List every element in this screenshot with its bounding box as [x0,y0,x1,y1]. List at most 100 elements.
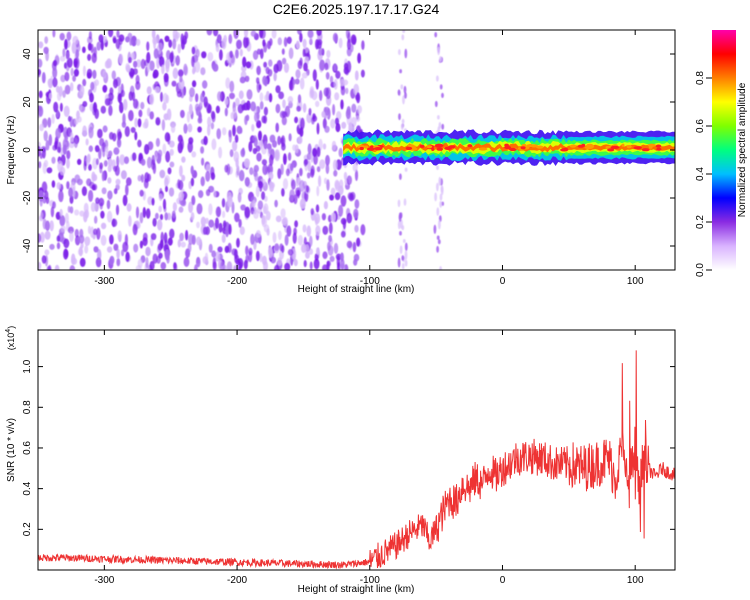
colorbar-gradient [712,30,736,270]
heatmap-cell [98,197,105,207]
heatmap-cell [64,249,69,258]
heatmap-cell [626,145,632,149]
heatmap-cell [251,124,255,132]
heatmap-cell [319,59,325,71]
heatmap-cell [189,87,195,98]
heatmap-cell [288,47,294,60]
heatmap-cell [169,140,175,148]
heatmap-cell [172,38,177,50]
heatmap-cell [436,245,439,253]
heatmap-cell [314,253,319,261]
heatmap-cell [74,228,79,238]
heatmap-cell [42,147,46,159]
heatmap-cell [335,122,341,133]
heatmap-cell [94,145,100,153]
heatmap-cell [149,60,155,71]
heatmap-cell [330,212,336,223]
heatmap-cell [357,145,366,149]
heatmap-cell [434,100,438,108]
heatmap-cell [121,249,125,257]
heatmap-cell [213,30,219,37]
heatmap-cell [262,164,268,176]
heatmap-cell [79,228,84,238]
heatmap-cell [69,265,76,270]
heatmap-cell [246,89,253,100]
heatmap-cell [310,165,315,176]
heatmap-cell [205,170,211,182]
heatmap-cell [154,150,158,161]
heatmap-cell [299,167,303,177]
heatmap-cell [283,153,287,166]
heatmap-cell [353,83,360,95]
heatmap-cell [205,217,209,224]
heatmap-cell [232,140,238,152]
heatmap-cell [87,53,92,61]
heatmap-cell [403,198,407,206]
heatmap-cell [120,170,127,180]
heatmap-cell [641,148,650,152]
heatmap-cell [526,144,532,148]
heatmap-cell [106,246,113,253]
heatmap-cell [126,203,132,212]
heatmap-cell [246,37,250,47]
heatmap-cell [195,48,200,58]
snr-series-line [38,350,675,570]
heatmap-cell [316,30,322,36]
heatmap-y-tick-label: -20 [22,190,33,205]
heatmap-cell [256,120,262,129]
heatmap-cell [448,145,456,149]
heatmap-cell [78,103,83,112]
heatmap-cell [219,49,223,61]
heatmap-cell [102,70,107,79]
heatmap-x-tick-label: -300 [94,276,114,287]
heatmap-cell [336,255,341,268]
heatmap-cell [56,235,61,242]
heatmap-cell [354,169,359,182]
heatmap-cell [111,218,116,228]
heatmap-cell [329,255,335,262]
heatmap-cell [104,98,111,106]
heatmap-cell [140,158,146,166]
heatmap-cell [151,30,156,39]
heatmap-cell [440,185,444,196]
heatmap-cell [273,72,277,82]
heatmap-cell [289,189,295,201]
heatmap-cell [400,219,403,229]
heatmap-cell [324,62,329,71]
heatmap-cell [158,205,162,213]
heatmap-cell [316,122,320,135]
heatmap-cell [66,150,71,160]
heatmap-cell [125,36,130,43]
heatmap-cell [235,49,239,59]
heatmap-cell [239,226,245,236]
heatmap-cell [205,164,211,173]
heatmap-cell [177,43,181,54]
heatmap-cell [142,207,146,218]
heatmap-cell [328,235,332,243]
heatmap-cell [196,221,200,229]
heatmap-cell [277,135,281,146]
heatmap-cell [181,174,186,182]
heatmap-cell [403,85,407,94]
heatmap-cell [255,145,261,152]
heatmap-cell [366,147,375,151]
heatmap-cell [215,206,222,218]
heatmap-cell [72,186,75,199]
heatmap-cell [210,122,215,130]
heatmap-cell [335,70,341,79]
heatmap-cell [239,48,243,57]
heatmap-cell [134,117,138,128]
heatmap-cell [117,94,121,103]
heatmap-cell [239,76,246,84]
heatmap-y-tick-label: 40 [22,48,33,60]
heatmap-cell [286,36,292,44]
heatmap-cell [180,109,185,119]
heatmap-cell [195,106,201,116]
heatmap-cell [253,209,259,219]
heatmap-cell [312,69,317,82]
heatmap-cell [124,126,130,137]
heatmap-cell [231,248,237,256]
heatmap-cell [352,162,358,172]
heatmap-cell [437,239,441,245]
heatmap-cell [319,159,326,170]
